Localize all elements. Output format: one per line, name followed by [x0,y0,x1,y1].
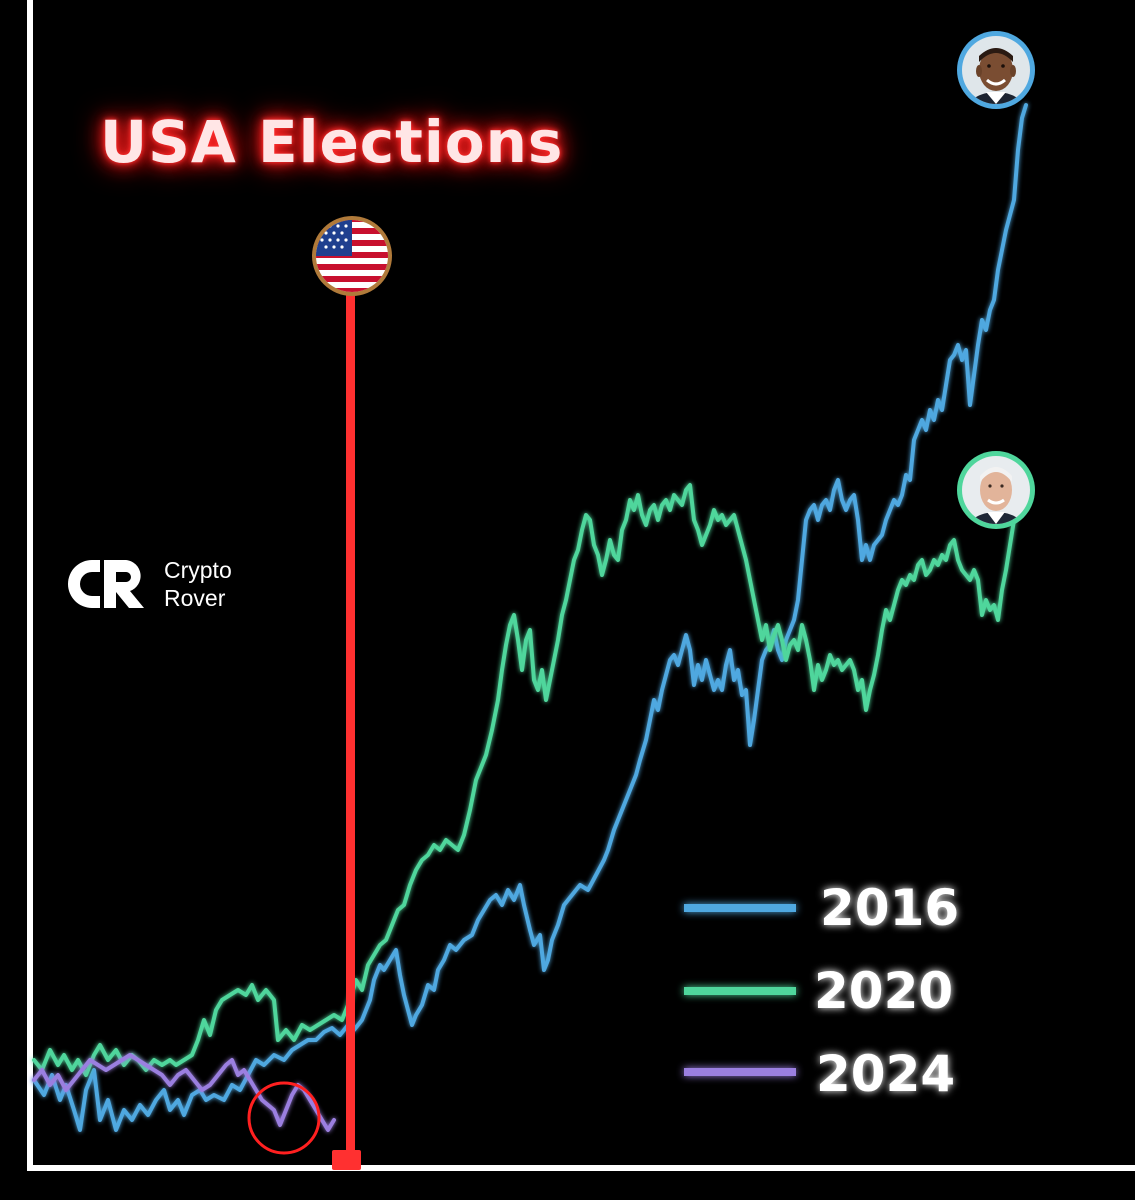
highlight-circle [247,1081,321,1155]
legend-item-2020: 2020 [684,962,953,1020]
chart-title: USA Elections [100,108,564,176]
election-marker-base [332,1150,361,1170]
series-line-2020 [32,483,1020,1077]
us-flag-icon [312,216,392,296]
election-marker-line [346,290,355,1160]
obama-portrait-icon [957,31,1035,109]
logo-text-line1: Crypto [164,557,232,583]
logo-text-line2: Rover [164,585,226,611]
legend-item-2024: 2024 [684,1045,955,1103]
series-line-2016 [32,103,1028,1132]
legend-item-2016: 2016 [684,879,959,937]
election-marker [312,216,392,1170]
legend-label-2016: 2016 [820,879,959,937]
legend-label-2024: 2024 [816,1045,955,1103]
legend: 2016 2020 2024 [684,879,959,1103]
series-line-2024 [32,1053,336,1132]
crypto-rover-logo: Crypto Rover [64,556,232,612]
legend-label-2020: 2020 [814,962,953,1020]
biden-portrait-icon [957,451,1035,529]
cr-logo-icon [68,560,144,608]
